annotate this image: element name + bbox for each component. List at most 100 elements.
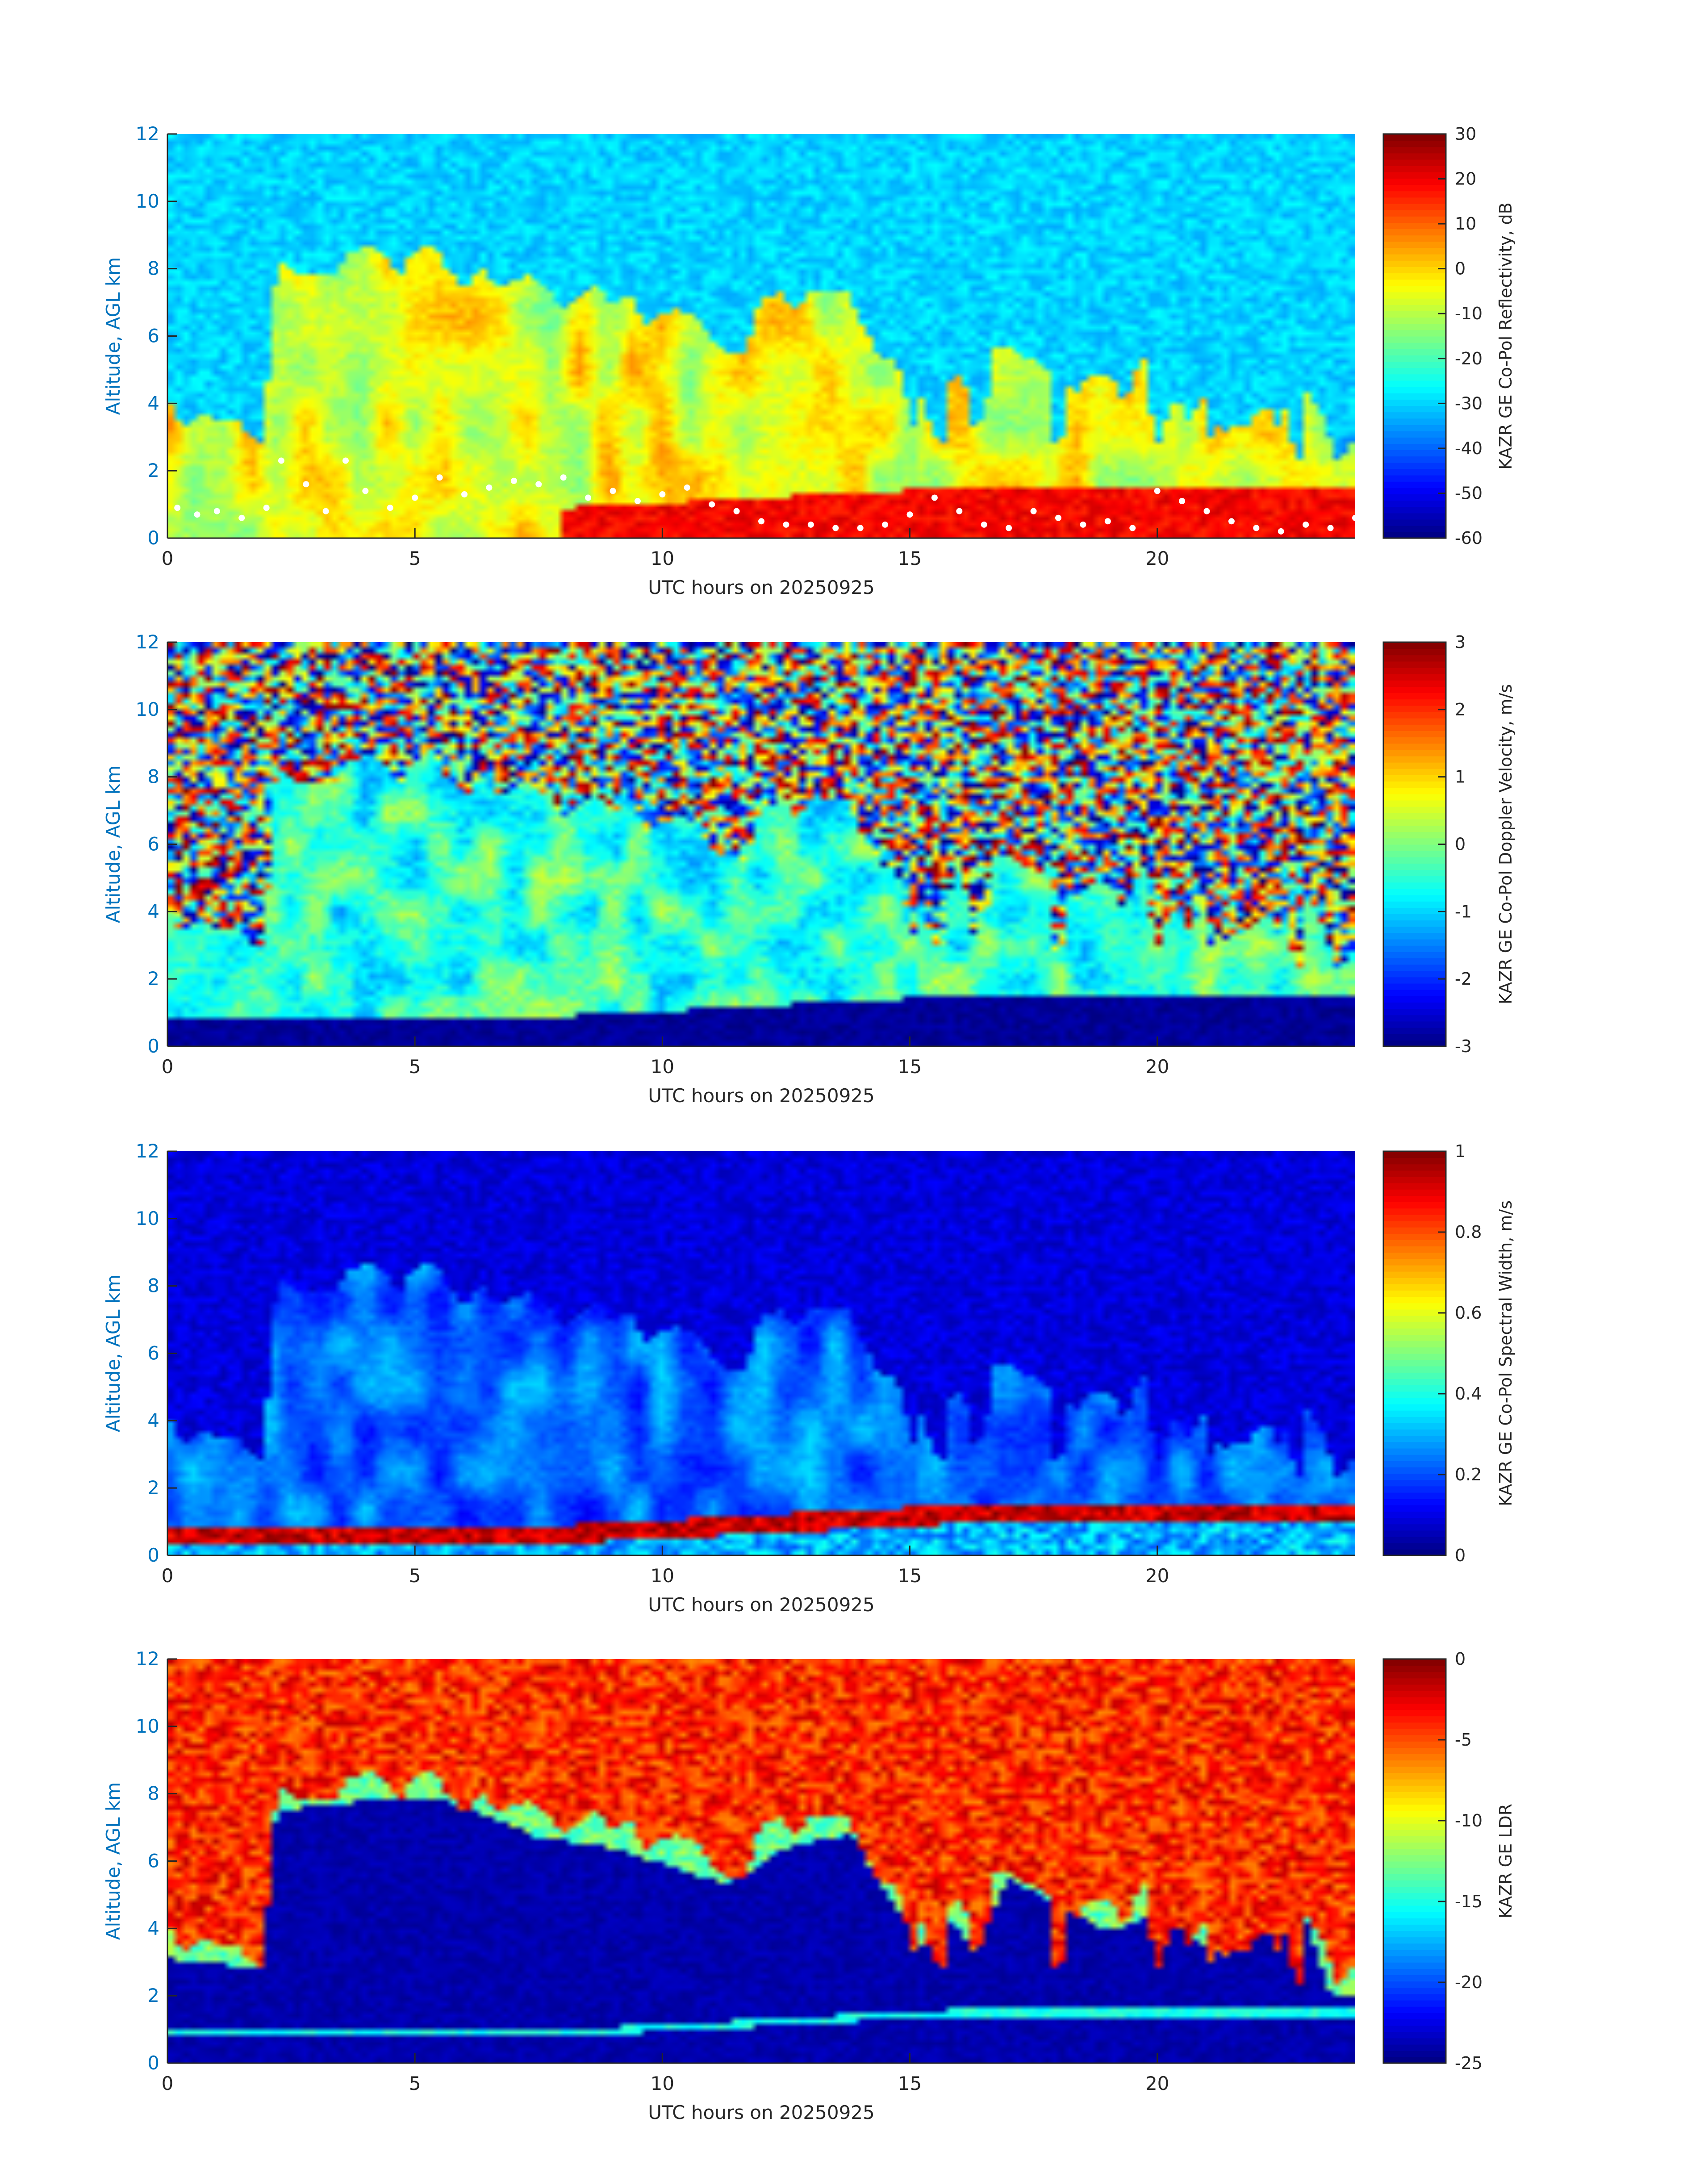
overlay-dot [213, 508, 220, 514]
colorbar-segment [1383, 1542, 1446, 1550]
colorbar-segment [1383, 2000, 1446, 2007]
colorbar-segment [1383, 1492, 1446, 1499]
colorbar-segment [1383, 1975, 1446, 1982]
y-axis-label: Altitude, AGL km [102, 1782, 124, 1940]
colorbar-segment [1383, 1040, 1446, 1047]
colorbar-segment [1383, 1754, 1446, 1761]
colorbar-segment [1383, 655, 1446, 662]
colorbar-segment [1383, 1454, 1446, 1461]
overlay-dot [560, 474, 567, 481]
colorbar-segment [1383, 178, 1446, 185]
overlay-dot [733, 508, 740, 514]
colorbar-segment [1383, 1993, 1446, 2001]
colorbar-segment [1383, 348, 1446, 355]
colorbar-segment [1383, 222, 1446, 230]
colorbar-tick-label: 1 [1455, 1141, 1466, 1161]
colorbar-segment [1383, 1460, 1446, 1468]
colorbar-segment [1383, 1678, 1446, 1685]
colorbar-segment [1383, 832, 1446, 839]
colorbar-segment [1383, 1303, 1446, 1310]
y-tick-label: 0 [147, 527, 159, 549]
colorbar-segment [1383, 882, 1446, 889]
overlay-dot [1154, 488, 1161, 494]
colorbar-tick-label: 0 [1455, 1546, 1466, 1565]
colorbar-segment [1383, 1842, 1446, 1849]
colorbar-segment [1383, 932, 1446, 940]
colorbar-segment [1383, 705, 1446, 712]
y-tick-label: 4 [147, 1917, 159, 1939]
colorbar-segment [1383, 1962, 1446, 1969]
colorbar-segment [1383, 159, 1446, 166]
x-axis-label: UTC hours on 20250925 [648, 2102, 875, 2123]
colorbar-segment [1383, 146, 1446, 154]
x-tick-label: 5 [409, 1056, 421, 1078]
colorbar-segment [1383, 1949, 1446, 1956]
colorbar-segment [1383, 519, 1446, 526]
y-tick-label: 6 [147, 1850, 159, 1872]
colorbar-segment [1383, 1283, 1446, 1291]
colorbar-segment [1383, 1151, 1446, 1158]
overlay-dot [1080, 521, 1086, 528]
colorbar-segment [1383, 1416, 1446, 1424]
colorbar-segment [1383, 1709, 1446, 1717]
colorbar-segment [1383, 693, 1446, 700]
colorbar-segment [1383, 191, 1446, 198]
colorbar-tick-label: -10 [1455, 304, 1482, 323]
x-axis-label: UTC hours on 20250925 [648, 1085, 875, 1107]
x-axis-label: UTC hours on 20250925 [648, 577, 875, 598]
colorbar-tick-label: 0 [1455, 835, 1466, 854]
x-tick-label: 20 [1145, 547, 1169, 569]
colorbar-segment [1383, 1202, 1446, 1209]
colorbar-segment [1383, 285, 1446, 292]
colorbar-segment [1383, 140, 1446, 147]
colorbar-tick-label: -3 [1455, 1036, 1472, 1056]
overlay-dot [1030, 508, 1037, 514]
y-tick-label: 10 [136, 190, 159, 212]
colorbar-tick-label: 1 [1455, 767, 1466, 787]
overlay-dot [412, 494, 418, 501]
overlay-dot [981, 521, 987, 528]
colorbar-tick-label: -20 [1455, 349, 1482, 368]
colorbar-tick-label: -40 [1455, 439, 1482, 458]
overlay-dot [610, 488, 616, 494]
colorbar-segment [1383, 2050, 1446, 2057]
colorbar-segment [1383, 310, 1446, 318]
overlay-dot [303, 481, 309, 488]
y-tick-label: 6 [147, 1342, 159, 1364]
colorbar-segment [1383, 812, 1446, 819]
colorbar-segment [1383, 1861, 1446, 1868]
colorbar-segment [1383, 1341, 1446, 1348]
overlay-dot [882, 521, 889, 528]
colorbar-segment [1383, 1321, 1446, 1329]
colorbar-segment [1383, 642, 1446, 649]
colorbar-segment [1383, 292, 1446, 299]
colorbar-tick-label: -30 [1455, 393, 1482, 413]
colorbar-segment [1383, 1265, 1446, 1272]
colorbar-segment [1383, 1429, 1446, 1436]
colorbar-segment [1383, 964, 1446, 971]
colorbar-segment [1383, 1716, 1446, 1723]
y-axis-label: Altitude, AGL km [102, 1274, 124, 1432]
colorbar-segment [1383, 462, 1446, 469]
colorbar-segment [1383, 424, 1446, 431]
colorbar-segment [1383, 1987, 1446, 1994]
overlay-dot [238, 514, 245, 521]
colorbar-segment [1383, 2012, 1446, 2020]
colorbar-segment [1383, 197, 1446, 204]
overlay-dot [931, 494, 938, 501]
colorbar-segment [1383, 1690, 1446, 1697]
colorbar-segment [1383, 1227, 1446, 1234]
overlay-dot [1006, 525, 1012, 531]
overlay-dot [1352, 514, 1358, 521]
y-tick-label: 2 [147, 968, 159, 990]
colorbar-segment [1383, 648, 1446, 656]
colorbar-segment [1383, 1208, 1446, 1215]
heatmap-reflectivity [167, 134, 1355, 538]
colorbar-segment [1383, 1157, 1446, 1165]
colorbar-segment [1383, 531, 1446, 539]
x-tick-label: 15 [898, 1565, 922, 1587]
colorbar-segment [1383, 850, 1446, 857]
colorbar-segment [1383, 1410, 1446, 1417]
colorbar-segment [1383, 1176, 1446, 1183]
heatmap-ldr [167, 1659, 1355, 2063]
